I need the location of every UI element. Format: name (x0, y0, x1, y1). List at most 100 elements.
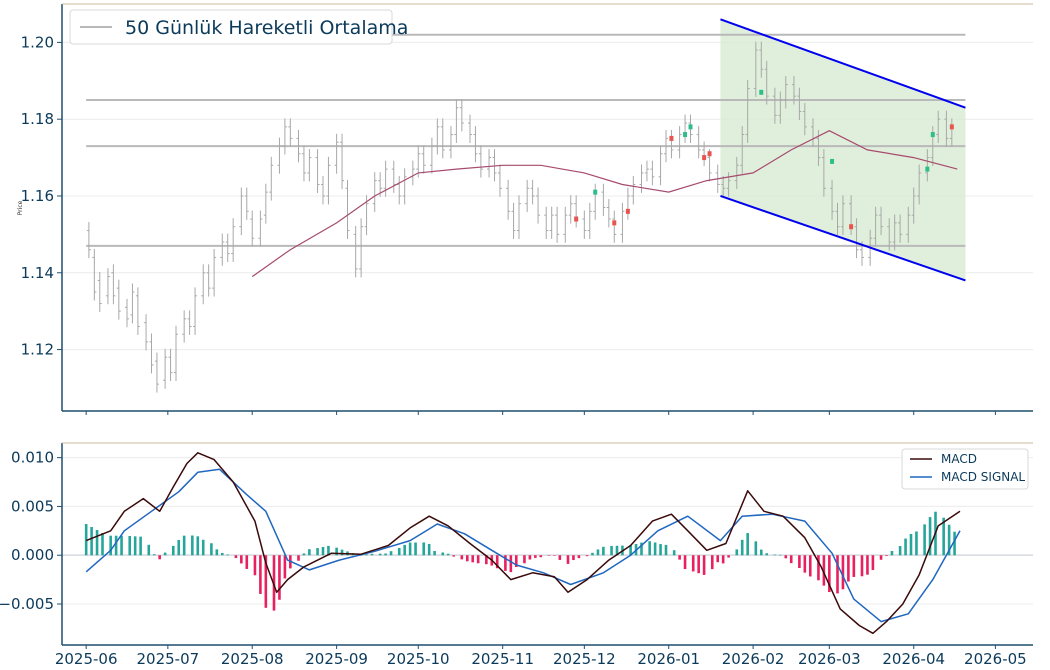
macd-histogram-bar (898, 546, 902, 556)
macd-histogram-bar (928, 517, 932, 556)
price-panel: 50 Günlük Hareketli Ortalama Price (17, 9, 1033, 393)
macd-legend-box (901, 448, 1029, 490)
macd-histogram-bar (509, 555, 513, 573)
macd-histogram-bar (702, 555, 706, 575)
macd-histogram-bar (566, 555, 570, 564)
macd-histogram-bar (433, 550, 436, 556)
macd-histogram-bar (234, 555, 238, 559)
macd-histogram-bar (528, 555, 532, 560)
macd-histogram-bar (196, 536, 200, 556)
macd-histogram-bar (817, 555, 820, 581)
macd-histogram-bar (953, 531, 956, 556)
macd-histogram-bar (302, 553, 306, 556)
macd-histogram-bar (397, 548, 401, 556)
signal-marker-up (925, 166, 930, 172)
macd-histogram-bar (947, 524, 951, 556)
macd-histogram-bar (340, 549, 344, 556)
signal-marker-down (702, 155, 707, 161)
signal-legend-label: MACD SIGNAL (941, 470, 1025, 484)
macd-histogram-bar (534, 555, 537, 558)
macd-histogram-bar (215, 549, 219, 556)
macd-histogram-bar (822, 555, 826, 586)
macd-ytick-label: 0.005 (11, 497, 54, 515)
price-ytick-label: 1.14 (21, 264, 54, 282)
macd-histogram-bar (746, 533, 749, 556)
macd-histogram-bar (553, 555, 556, 556)
macd-histogram-bar (904, 538, 907, 556)
macd-histogram-bar (871, 555, 875, 570)
macd-histogram-bar (828, 555, 831, 593)
macd-histogram-bar (672, 550, 676, 556)
signal-marker-up (759, 89, 764, 95)
macd-histogram-bar (414, 542, 417, 556)
xtick-label: 2026-05 (964, 650, 1027, 668)
macd-histogram-bar (422, 542, 426, 556)
macd-histogram-bar (321, 546, 325, 556)
macd-ytick-label: 0.000 (11, 546, 54, 564)
xtick-label: 2025-08 (221, 650, 284, 668)
channel-fill (720, 19, 966, 281)
macd-histogram-bar (539, 555, 543, 558)
macd-histogram-bar (220, 552, 224, 556)
macd-histogram-bar (460, 555, 464, 560)
signal-marker-down (849, 224, 854, 230)
signal-marker-up (683, 132, 688, 138)
macd-line (85, 452, 961, 635)
macd-histogram-bar (446, 553, 450, 556)
macd-histogram-bar (615, 545, 619, 556)
macd-histogram-bar (841, 555, 845, 590)
macd-histogram-bar (264, 555, 268, 608)
macd-histogram-bar (327, 545, 330, 556)
macd-histogram-bar (226, 554, 230, 556)
macd-histogram-bar (471, 555, 475, 563)
macd-histogram-bar (476, 555, 480, 564)
price-ytick-label: 1.16 (21, 187, 54, 205)
macd-histogram-bar (798, 555, 801, 569)
signal-marker-up (688, 124, 693, 130)
macd-histogram-bar (133, 536, 137, 556)
macd-histogram-bar (909, 533, 913, 556)
macd-histogram-bar (523, 555, 526, 564)
price-ytick-label: 1.12 (21, 341, 54, 359)
macd-histogram-bar (577, 555, 581, 559)
macd-histogram-bar (648, 541, 651, 556)
macd-histogram-bar (120, 535, 123, 556)
xtick-label: 2025-12 (553, 650, 616, 668)
macd-histogram-bar (245, 555, 249, 569)
macd-histogram-bar (365, 554, 368, 556)
macd-histogram-bar (389, 551, 393, 556)
macd-histogram-bar (514, 555, 518, 568)
xtick-label: 2026-03 (798, 650, 861, 668)
macd-histogram-bar (259, 555, 262, 594)
macd-histogram-bar (591, 552, 594, 556)
signal-marker-up (593, 189, 598, 195)
macd-histogram-bar (923, 524, 926, 556)
macd-histogram-bar (942, 517, 945, 556)
macd-histogram-bar (866, 555, 869, 575)
macd-histogram-bar (803, 555, 807, 573)
macd-histogram-bar (147, 544, 151, 556)
macd-ytick-label: 0.010 (11, 449, 54, 467)
macd-histogram-bar (773, 554, 777, 556)
macd-histogram-bar (408, 542, 412, 556)
macd-histogram-bar (158, 555, 161, 560)
macd-histogram-bar (253, 555, 257, 576)
macd-histogram-bar (683, 555, 687, 570)
macd-histogram-bar (735, 549, 739, 556)
macd-histogram-bar (465, 555, 469, 562)
macd-histogram-bar (182, 535, 186, 556)
macd-histogram-bar (558, 555, 562, 560)
macd-histogram-bar (316, 548, 319, 556)
xtick-label: 2025-07 (136, 650, 199, 668)
macd-histogram-bar (740, 539, 744, 556)
signal-marker-down (625, 208, 630, 214)
macd-histogram-bar (710, 555, 714, 570)
macd-histogram-bar (403, 544, 406, 556)
signal-marker-down (707, 151, 712, 157)
macd-histogram-bar (171, 545, 175, 556)
price-legend-label: 50 Günlük Hareketli Ortalama (125, 17, 408, 39)
macd-histogram-bar (915, 531, 918, 556)
signal-marker-down (669, 135, 674, 141)
macd-histogram-bar (629, 545, 632, 556)
signal-marker-up (830, 158, 835, 164)
